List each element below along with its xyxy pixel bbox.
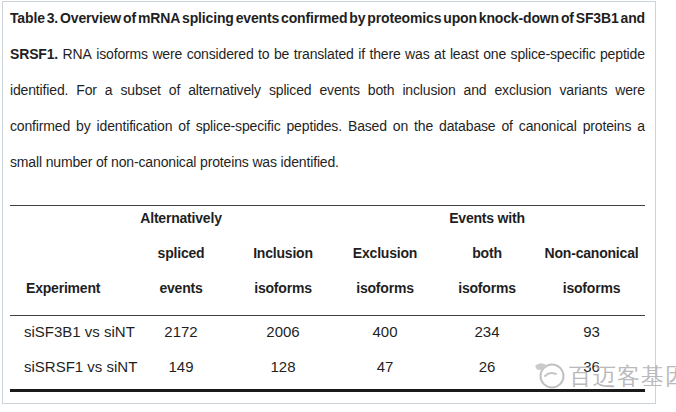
value-cell: 47 xyxy=(334,349,436,384)
table-caption: Table3.OverviewofmRNAsplicingeventsconfi… xyxy=(10,0,645,180)
experiment-cell: siSF3B1 vs siNT xyxy=(10,314,130,349)
biomarker-logo-icon xyxy=(533,359,566,394)
header-line xyxy=(232,201,334,236)
header-line: Inclusion xyxy=(232,236,334,271)
header-line: Non-canonical xyxy=(538,236,645,271)
header-line: isoforms xyxy=(538,271,645,306)
header-col-noncanonical-isoforms: Non-canonical isoforms xyxy=(538,201,645,306)
value-cell: 2006 xyxy=(232,314,334,349)
value-cell: 128 xyxy=(232,349,334,384)
value-cell: 149 xyxy=(130,349,232,384)
header-line xyxy=(334,201,436,236)
caption-line: SRSF1. RNAisoformswereconsideredtobetran… xyxy=(10,36,645,72)
table-header-row: Experiment Alternatively spliced events … xyxy=(10,201,645,306)
value-cell: 234 xyxy=(436,314,538,349)
header-line: Experiment xyxy=(10,271,130,306)
caption-line-last: small number of non-canonical proteins w… xyxy=(10,144,645,180)
header-col-exclusion-isoforms: Exclusion isoforms xyxy=(334,201,436,306)
caption-line: identified.Forasubsetofalternativelyspli… xyxy=(10,72,645,108)
experiment-cell: siSRSF1 vs siNT xyxy=(10,349,130,384)
header-line: Events with xyxy=(436,201,538,236)
header-line xyxy=(10,201,130,236)
header-line: isoforms xyxy=(232,271,334,306)
paper-table-screenshot: Table3.OverviewofmRNAsplicingeventsconfi… xyxy=(0,0,676,412)
header-line: spliced xyxy=(130,236,232,271)
header-line: events xyxy=(130,271,232,306)
caption-regular-text: small number of non-canonical proteins w… xyxy=(10,154,339,170)
value-cell: 26 xyxy=(436,349,538,384)
header-col-alt-spliced-events: Alternatively spliced events xyxy=(130,201,232,306)
header-line: Exclusion xyxy=(334,236,436,271)
value-cell: 400 xyxy=(334,314,436,349)
watermark-text: 百迈客基因 xyxy=(569,361,676,392)
header-line xyxy=(10,236,130,271)
table-row: siSF3B1 vs siNT 2172 2006 400 234 93 xyxy=(10,314,645,349)
header-line: isoforms xyxy=(436,271,538,306)
header-line xyxy=(538,201,645,236)
header-col-events-both-isoforms: Events with both isoforms xyxy=(436,201,538,306)
header-col-experiment: Experiment xyxy=(10,201,130,306)
watermark: 百迈客基因 xyxy=(533,359,676,394)
value-cell: 93 xyxy=(538,314,645,349)
header-line: both xyxy=(436,236,538,271)
header-col-inclusion-isoforms: Inclusion isoforms xyxy=(232,201,334,306)
caption-line: Table3.OverviewofmRNAsplicingeventsconfi… xyxy=(10,0,645,36)
header-line: Alternatively xyxy=(130,201,232,236)
caption-line: confirmedbyidentificationofsplice-specif… xyxy=(10,108,645,144)
header-line: isoforms xyxy=(334,271,436,306)
value-cell: 2172 xyxy=(130,314,232,349)
